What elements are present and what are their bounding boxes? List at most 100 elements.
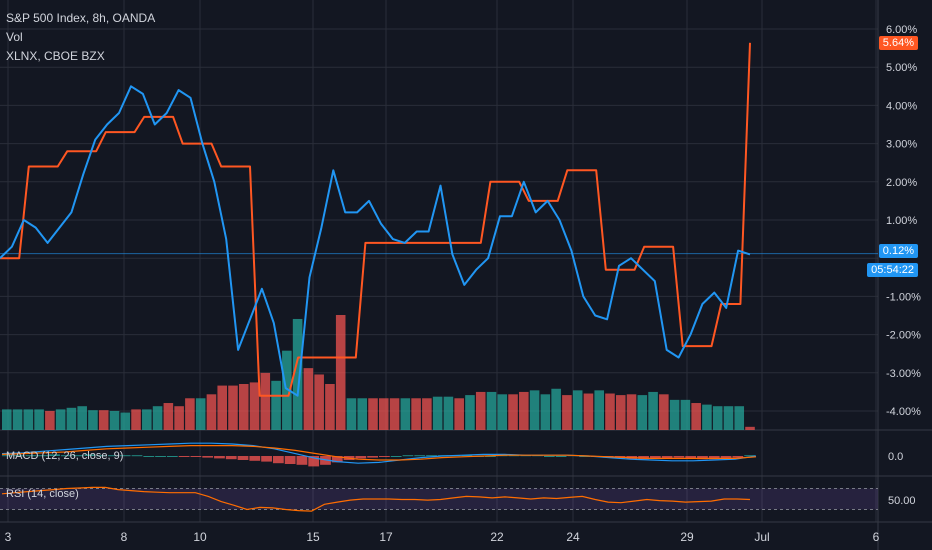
volume-bar [411, 398, 421, 430]
volume-bar [508, 394, 518, 430]
y-tick-label: -4.00% [886, 406, 921, 418]
volume-bar [486, 391, 497, 430]
volume-bar [389, 398, 400, 430]
macd-histogram-bar [84, 454, 96, 456]
macd-histogram-bar [119, 455, 131, 457]
volume-legend[interactable]: Vol [6, 30, 23, 44]
macd-histogram-bar [166, 456, 178, 457]
volume-bar [12, 409, 23, 430]
volume-bar [734, 406, 745, 430]
volume-bar [551, 388, 561, 430]
volume-bar [745, 426, 755, 430]
volume-bar [174, 406, 184, 430]
volume-bar [109, 410, 120, 430]
volume-bar [368, 398, 378, 430]
compare-legend[interactable]: XLNX, CBOE BZX [6, 49, 105, 63]
volume-bar [325, 384, 335, 430]
x-tick-label: 6 [873, 530, 880, 544]
volume-bar [77, 406, 87, 430]
macd-histogram-bar [237, 456, 249, 460]
volume-bar [572, 390, 583, 430]
macd-histogram-bar [308, 456, 320, 467]
macd-histogram-bar [155, 456, 166, 457]
volume-bar [648, 391, 658, 430]
volume-bar [142, 409, 152, 430]
volume-bar [314, 374, 324, 430]
xlnx-series-line [0, 85, 751, 397]
x-tick-label: 22 [490, 530, 504, 544]
macd-legend[interactable]: MACD (12, 26, close, 9) [6, 450, 124, 462]
volume-bar [379, 398, 389, 430]
volume-bar [465, 395, 475, 430]
volume-bar [292, 318, 303, 430]
macd-histogram-bar [426, 455, 437, 457]
volume-bar [335, 315, 346, 430]
macd-y-tick: 0.0 [888, 451, 903, 463]
macd-histogram-bar [414, 455, 426, 457]
macd-histogram-bar [461, 455, 473, 457]
volume-bar [23, 409, 34, 430]
volume-bar [271, 380, 281, 430]
macd-histogram-bar [697, 456, 708, 460]
volume-bar [594, 390, 604, 430]
macd-histogram-bar [13, 455, 25, 457]
volume-bar [422, 398, 432, 430]
y-tick-label: 2.00% [886, 177, 917, 189]
volume-bar [282, 350, 292, 430]
macd-histogram-bar [379, 456, 390, 457]
macd-histogram-bar [579, 456, 591, 457]
volume-bar [583, 393, 594, 430]
macd-histogram-bar [190, 456, 202, 457]
macd-histogram-bar [49, 454, 60, 456]
axis-labels: 6.00% 5.00% 4.00% 3.00% 2.00% 1.00% -1.00% -2.0… [5, 24, 921, 544]
x-tick-label: 10 [193, 530, 207, 544]
volume-bar [497, 394, 508, 430]
volume-bar [346, 398, 357, 430]
macd-histogram-bar [649, 456, 661, 459]
volume-bar [45, 410, 55, 430]
volume-bar [163, 403, 174, 430]
volume-bar [260, 372, 271, 430]
x-tick-label: 29 [680, 530, 694, 544]
volume-bar [228, 385, 238, 430]
y-tick-label: -1.00% [886, 291, 921, 303]
macd-histogram-bar [708, 456, 720, 460]
volume-bar [152, 406, 163, 430]
macd-histogram-bar [284, 456, 296, 464]
x-tick-label: 17 [379, 530, 393, 544]
macd-histogram-bar [355, 456, 367, 459]
macd-histogram-bar [331, 456, 343, 463]
x-tick-label: 8 [121, 530, 128, 544]
volume-bar [605, 393, 615, 430]
volume-bar [2, 409, 12, 430]
macd-histogram-bar [673, 456, 685, 458]
volume-bar [702, 404, 712, 430]
volume-bar [529, 390, 540, 430]
macd-histogram-bar [367, 456, 378, 458]
x-tick-label: 24 [566, 530, 580, 544]
rsi-legend[interactable]: RSI (14, close) [6, 488, 79, 500]
volume-bar [34, 409, 44, 430]
volume-bar [519, 391, 529, 430]
volume-bar [238, 384, 249, 430]
macd-histogram-bar [143, 456, 155, 457]
macd-histogram-bar [202, 456, 214, 458]
volume-bar [55, 409, 66, 430]
price-lines [0, 42, 751, 397]
spx-series-line [0, 42, 751, 397]
macd-histogram-bar [732, 456, 744, 458]
volume-bar [712, 406, 723, 430]
macd-histogram-bar [296, 456, 308, 465]
macd-histogram-bar [225, 456, 237, 460]
chart-title[interactable]: S&P 500 Index, 8h, OANDA [6, 11, 156, 25]
macd-histogram-bar [108, 455, 119, 457]
volume-bar [637, 395, 648, 430]
volume-bar [540, 394, 551, 430]
spx-last-badge: 5.64% [878, 36, 918, 50]
rsi-pane [0, 486, 878, 512]
x-tick-label: Jul [754, 530, 769, 544]
volume-bar [303, 368, 314, 430]
y-tick-label: -2.00% [886, 330, 921, 342]
volume-bar [454, 398, 464, 430]
